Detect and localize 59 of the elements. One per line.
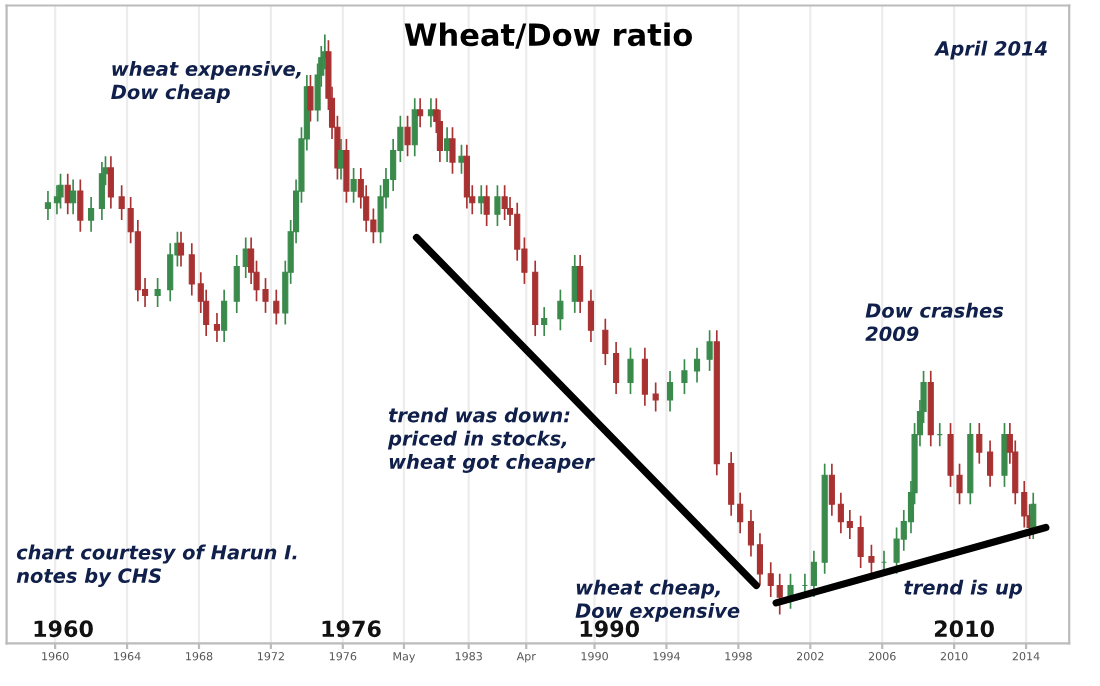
candlestick [728, 451, 735, 517]
candlestick [177, 230, 185, 268]
candlestick [273, 288, 280, 326]
candlestick [463, 143, 470, 210]
candlestick [706, 329, 713, 372]
candlestick [613, 341, 620, 395]
candlestick [602, 317, 609, 366]
annotation: wheat cheap, Dow expensive [575, 579, 740, 622]
chart-title: Wheat/Dow ratio [404, 22, 692, 49]
candlestick [70, 178, 77, 216]
candlestick [868, 544, 875, 575]
candlestick [107, 155, 114, 210]
candlestick [987, 439, 994, 488]
annotation: chart courtesy of Harun I. notes by CHS [16, 544, 297, 587]
candlestick [557, 288, 564, 332]
candlestick [411, 97, 418, 158]
annotation: Dow crashes 2009 [865, 302, 1004, 342]
candlestick [417, 97, 424, 129]
candlestick [154, 277, 161, 308]
candlestick [541, 306, 548, 337]
annotation: wheat expensive, Dow cheap [111, 60, 301, 104]
candlestick [501, 184, 508, 221]
candlestick [167, 242, 174, 303]
candlestick [404, 114, 411, 158]
text: 2010 [934, 620, 994, 638]
candlestick [681, 358, 688, 395]
candlestick [846, 509, 853, 540]
candlestick [221, 288, 228, 343]
annotation: trend was down: priced in stocks, wheat got cheaper [387, 407, 595, 473]
candlestick [666, 370, 674, 413]
text: 1990 [580, 620, 640, 638]
candlestick [57, 172, 64, 210]
text: 1976 [322, 620, 381, 638]
candlestick [587, 288, 595, 343]
candlestick [483, 184, 490, 227]
candlestick [494, 184, 501, 227]
candlestick [976, 422, 983, 465]
candlestick [857, 515, 864, 569]
candlestick [449, 126, 456, 175]
text: 1960 [34, 620, 93, 638]
candlestick [652, 381, 659, 413]
candlestick [627, 346, 634, 395]
candlestick [77, 178, 84, 233]
candlestick [810, 549, 817, 598]
candlestick [44, 190, 52, 221]
candlestick [233, 254, 240, 314]
annotation: April 2014 [934, 40, 1047, 60]
candlestick [343, 138, 350, 204]
candlestick [88, 196, 95, 233]
candlestick [350, 167, 357, 204]
candlestick [458, 143, 465, 175]
candlestick [98, 161, 105, 221]
candlestick [1001, 422, 1008, 488]
candlestick [307, 74, 314, 123]
candlestick [641, 346, 648, 407]
candlestick [213, 312, 221, 343]
candlestick [577, 254, 584, 314]
annotation: trend is up [904, 579, 1023, 599]
candlestick [693, 346, 701, 384]
